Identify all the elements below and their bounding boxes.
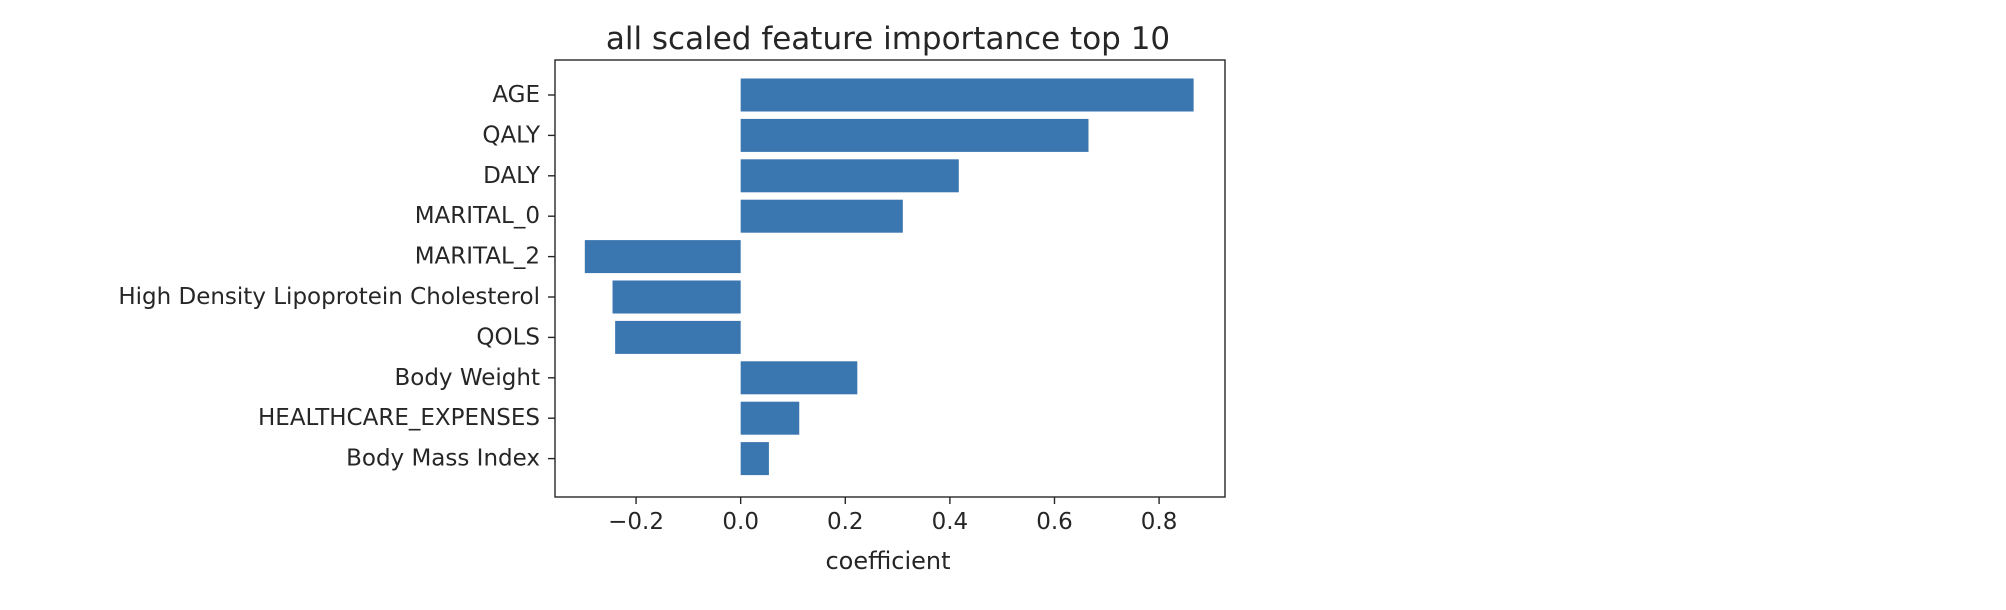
bars-group [584,78,1194,476]
bar-6 [615,320,741,354]
y-tick-label: MARITAL_0 [415,203,540,229]
x-axis-ticks: −0.2 0.0 0.2 0.4 0.6 0.8 [608,497,1177,535]
y-tick-label: Body Weight [394,365,540,391]
bar-9 [740,442,769,476]
bar-1 [740,118,1089,152]
y-tick-label: High Density Lipoprotein Cholesterol [118,284,540,310]
y-tick-label: HEALTHCARE_EXPENSES [258,405,540,431]
x-tick-label: 0.4 [932,509,969,535]
y-tick-label: DALY [483,163,541,189]
y-tick-label: QOLS [476,324,540,350]
x-tick-label: −0.2 [608,509,664,535]
bar-8 [740,401,800,435]
y-tick-label: QALY [482,122,541,148]
bar-7 [740,361,858,395]
x-axis-label: coefficient [825,547,950,575]
chart-title: all scaled feature importance top 10 [606,21,1170,57]
y-tick-label: Body Mass Index [346,446,540,472]
x-tick-label: 0.6 [1036,509,1073,535]
x-tick-label: 0.2 [827,509,864,535]
bar-2 [740,159,959,193]
y-tick-label: AGE [492,82,540,108]
plot-area-frame [554,59,1226,498]
bar-3 [740,199,903,233]
y-axis-ticks: AGE QALY DALY MARITAL_0 MARITAL_2 High Densit… [118,82,555,472]
x-tick-label: 0.8 [1141,509,1178,535]
bar-5 [612,280,741,314]
x-tick-label: 0.0 [722,509,759,535]
bar-4 [584,240,741,274]
bar-0 [740,78,1194,112]
y-tick-label: MARITAL_2 [415,244,540,270]
